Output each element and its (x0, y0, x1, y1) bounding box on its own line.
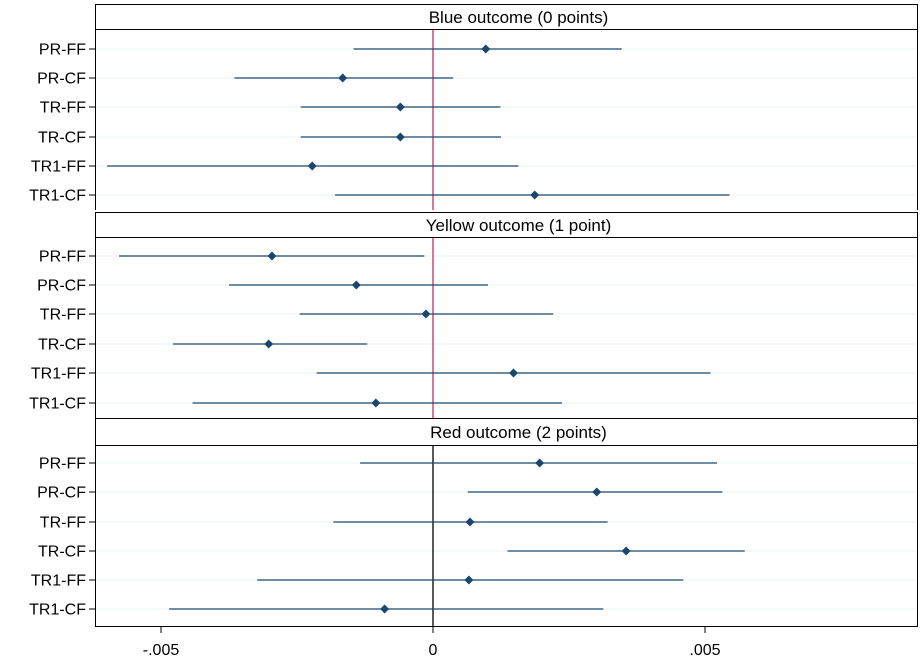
point-estimate (509, 368, 519, 378)
point-estimate (395, 132, 405, 142)
point-estimate (530, 190, 540, 200)
point-estimate (395, 102, 405, 112)
y-tick-label: TR-FF (40, 307, 86, 324)
y-tick-label: TR1-FF (31, 573, 86, 590)
y-tick-label: PR-FF (39, 42, 86, 59)
panel-plot-area (95, 30, 918, 210)
y-tick-label: PR-CF (37, 485, 86, 502)
panel-frames (89, 4, 918, 633)
point-estimate (267, 251, 277, 261)
y-tick-label: TR1-FF (31, 159, 86, 176)
y-tick-label: PR-CF (37, 71, 86, 88)
panel-header-box (95, 418, 918, 446)
y-tick-label: TR-FF (40, 100, 86, 117)
panel-title: Blue outcome (0 points) (429, 8, 609, 27)
panel-title: Yellow outcome (1 point) (426, 216, 612, 235)
point-estimate (481, 44, 491, 54)
chart-background (95, 30, 918, 626)
y-tick-label: PR-FF (39, 249, 86, 266)
point-estimate (465, 517, 475, 527)
point-estimate (621, 546, 631, 556)
point-estimate (307, 161, 317, 171)
point-estimate (371, 398, 381, 408)
x-tick-label: -.005 (143, 642, 180, 659)
point-estimate (421, 309, 431, 319)
y-tick-label: PR-CF (37, 278, 86, 295)
point-estimate (535, 458, 545, 468)
y-tick-label: TR1-FF (31, 366, 86, 383)
point-estimate (338, 73, 348, 83)
y-tick-label: TR-CF (38, 544, 86, 561)
x-tick-label: 0 (429, 642, 438, 659)
y-tick-label: TR-CF (38, 337, 86, 354)
y-tick-label: PR-FF (39, 456, 86, 473)
y-tick-label: TR-CF (38, 130, 86, 147)
point-estimate (264, 339, 274, 349)
panel-plot-area (95, 238, 918, 418)
panel-header-box (95, 212, 918, 238)
point-estimate (592, 487, 602, 497)
estimate-marks (107, 44, 745, 614)
y-tick-label: TR-FF (40, 515, 86, 532)
point-estimate (464, 575, 474, 585)
panel-plot-area (95, 446, 918, 626)
y-tick-label: TR1-CF (29, 188, 86, 205)
axis-labels: PR-FF PR-CF TR-FF TR-CF TR1-FF TR1-CF Blue out… (29, 8, 721, 659)
point-estimate (351, 280, 361, 290)
y-tick-label: TR1-CF (29, 396, 86, 413)
panel-title: Red outcome (2 points) (430, 423, 607, 442)
x-tick-label: .005 (689, 642, 720, 659)
panel-header-box (95, 4, 918, 30)
point-estimate (380, 604, 390, 614)
y-tick-label: TR1-CF (29, 602, 86, 619)
